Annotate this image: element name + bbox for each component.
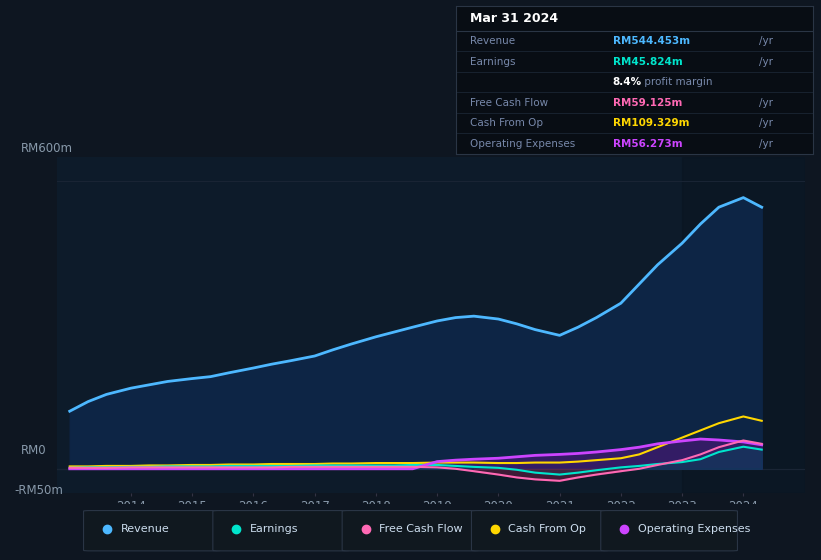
Text: 8.4%: 8.4% [612,77,642,87]
Text: RM109.329m: RM109.329m [612,118,690,128]
Text: RM45.824m: RM45.824m [612,57,682,67]
Text: Cash From Op: Cash From Op [470,118,543,128]
Text: /yr: /yr [759,139,773,149]
Text: profit margin: profit margin [641,77,713,87]
Text: Revenue: Revenue [470,36,515,46]
Text: -RM50m: -RM50m [15,483,64,497]
Text: /yr: /yr [759,97,773,108]
FancyBboxPatch shape [342,511,479,551]
Text: RM56.273m: RM56.273m [612,139,682,149]
Text: RM600m: RM600m [21,142,72,155]
Text: Free Cash Flow: Free Cash Flow [379,524,463,534]
FancyBboxPatch shape [601,511,737,551]
Text: /yr: /yr [759,57,773,67]
Text: Earnings: Earnings [470,57,516,67]
Text: RM544.453m: RM544.453m [612,36,690,46]
Text: Cash From Op: Cash From Op [508,524,586,534]
Text: Revenue: Revenue [121,524,169,534]
Text: /yr: /yr [759,118,773,128]
FancyBboxPatch shape [84,511,220,551]
Bar [682,157,805,493]
Text: Free Cash Flow: Free Cash Flow [470,97,548,108]
FancyBboxPatch shape [213,511,350,551]
Text: RM0: RM0 [21,444,46,458]
Text: /yr: /yr [759,36,773,46]
FancyBboxPatch shape [471,511,608,551]
Text: Operating Expenses: Operating Expenses [638,524,750,534]
Text: Operating Expenses: Operating Expenses [470,139,576,149]
Text: Mar 31 2024: Mar 31 2024 [470,12,558,25]
Text: RM59.125m: RM59.125m [612,97,682,108]
Text: Earnings: Earnings [250,524,298,534]
